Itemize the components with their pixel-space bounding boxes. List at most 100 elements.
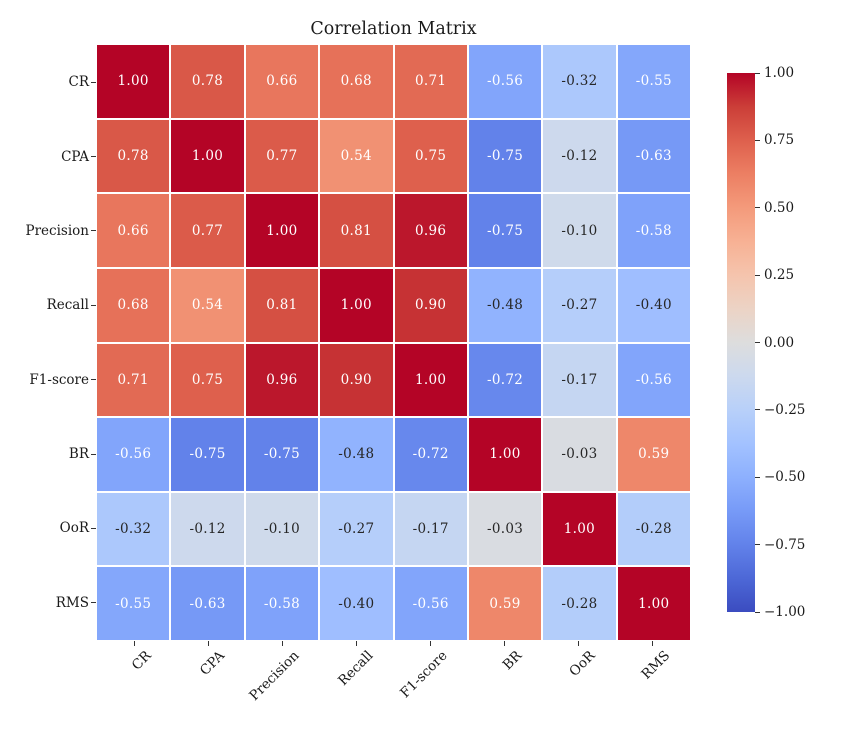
x-tick-mark bbox=[578, 641, 580, 646]
heatmap-cell: -0.03 bbox=[468, 492, 542, 566]
colorbar-tick-label: 0.25 bbox=[764, 267, 795, 284]
x-tick-mark bbox=[430, 641, 432, 646]
x-tick-label: CR bbox=[128, 647, 155, 674]
heatmap-cell: 1.00 bbox=[245, 194, 319, 267]
heatmap-cell: 1.00 bbox=[97, 45, 170, 118]
heatmap-cell: 0.66 bbox=[245, 45, 319, 118]
heatmap-cell: -0.32 bbox=[543, 45, 616, 118]
colorbar-tick-mark bbox=[755, 544, 760, 546]
heatmap-cell: -0.17 bbox=[394, 492, 467, 566]
heatmap-cell: -0.12 bbox=[171, 492, 244, 566]
y-tick-mark bbox=[91, 602, 96, 604]
heatmap-cell: 0.68 bbox=[97, 268, 170, 342]
heatmap-cell: 0.77 bbox=[171, 194, 244, 267]
heatmap-cell: -0.32 bbox=[97, 492, 170, 566]
x-tick-label: Recall bbox=[335, 647, 377, 690]
heatmap-cell: 0.81 bbox=[245, 268, 319, 342]
heatmap-cell: 0.81 bbox=[320, 194, 393, 267]
colorbar-tick-mark bbox=[755, 274, 760, 276]
heatmap-cell: -0.55 bbox=[97, 567, 170, 640]
colorbar-tick-mark bbox=[755, 72, 760, 74]
colorbar-tick-label: −1.00 bbox=[764, 604, 806, 620]
heatmap-cell: -0.56 bbox=[97, 418, 170, 491]
y-tick-mark bbox=[91, 379, 96, 381]
heatmap-cell: 1.00 bbox=[617, 567, 690, 640]
heatmap-cell: -0.12 bbox=[543, 119, 616, 193]
heatmap-cell: -0.75 bbox=[468, 119, 542, 193]
x-tick-mark bbox=[504, 641, 506, 646]
y-tick-label: Recall bbox=[46, 297, 89, 314]
y-tick-mark bbox=[91, 527, 96, 529]
heatmap-grid: 1.00 0.78 0.66 0.68 0.71 -0.56 -0.32 -0.55 0.78 1… bbox=[97, 45, 690, 640]
x-tick-mark bbox=[207, 641, 209, 646]
heatmap-cell: 0.90 bbox=[320, 343, 393, 417]
heatmap-cell: 0.78 bbox=[97, 119, 170, 193]
colorbar-tick-label: −0.50 bbox=[764, 469, 806, 486]
heatmap-cell: 0.59 bbox=[468, 567, 542, 640]
x-tick-label: CPA bbox=[197, 647, 229, 679]
y-tick-label: CR bbox=[68, 74, 90, 91]
heatmap-cell: 0.68 bbox=[320, 45, 393, 118]
x-tick-label: F1-score bbox=[397, 647, 451, 702]
heatmap-cell: -0.58 bbox=[245, 567, 319, 640]
heatmap-cell: -0.75 bbox=[245, 418, 319, 491]
heatmap-cell: -0.56 bbox=[394, 567, 467, 640]
heatmap-cell: -0.48 bbox=[468, 268, 542, 342]
chart-title: Correlation Matrix bbox=[310, 19, 477, 39]
heatmap-cell: -0.40 bbox=[617, 268, 690, 342]
heatmap-cell: -0.10 bbox=[543, 194, 616, 267]
heatmap-cell: -0.17 bbox=[543, 343, 616, 417]
x-tick-mark bbox=[652, 641, 654, 646]
y-tick-mark bbox=[91, 453, 96, 455]
heatmap-cell: 1.00 bbox=[171, 119, 244, 193]
heatmap-cell: 1.00 bbox=[394, 343, 467, 417]
heatmap-cell: -0.48 bbox=[320, 418, 393, 491]
heatmap-cell: -0.63 bbox=[617, 119, 690, 193]
y-tick-mark bbox=[91, 304, 96, 306]
colorbar-gradient bbox=[727, 73, 755, 612]
heatmap-cell: -0.28 bbox=[543, 567, 616, 640]
heatmap-cell: 0.59 bbox=[617, 418, 690, 491]
heatmap-cell: -0.56 bbox=[468, 45, 542, 118]
heatmap-cell: 0.77 bbox=[245, 119, 319, 193]
colorbar-tick-mark bbox=[755, 476, 760, 478]
colorbar-tick-label: 1.00 bbox=[764, 65, 795, 81]
colorbar-tick-mark bbox=[755, 207, 760, 209]
y-tick-label: OoR bbox=[59, 520, 89, 537]
heatmap-cell: -0.75 bbox=[468, 194, 542, 267]
heatmap-cell: 1.00 bbox=[320, 268, 393, 342]
y-tick-label: BR bbox=[68, 446, 89, 463]
heatmap-cell: 0.96 bbox=[245, 343, 319, 417]
heatmap-cell: 0.71 bbox=[97, 343, 170, 417]
heatmap-cell: -0.27 bbox=[543, 268, 616, 342]
colorbar-tick-label: 0.75 bbox=[764, 132, 795, 149]
heatmap-cell: 0.96 bbox=[394, 194, 467, 267]
heatmap-cell: 0.75 bbox=[171, 343, 244, 417]
x-tick-label: OoR bbox=[566, 647, 599, 680]
colorbar-tick-label: 0.00 bbox=[764, 334, 795, 351]
heatmap-cell: 1.00 bbox=[543, 492, 616, 566]
heatmap-cell: 0.90 bbox=[394, 268, 467, 342]
y-tick-mark bbox=[91, 81, 96, 83]
colorbar-tick-mark bbox=[755, 342, 760, 343]
x-tick-label: RMS bbox=[638, 647, 673, 683]
heatmap-cell: -0.10 bbox=[245, 492, 319, 566]
heatmap-cell: 0.54 bbox=[171, 268, 244, 342]
colorbar-tick-mark bbox=[755, 409, 760, 411]
x-tick-label: Precision bbox=[246, 647, 303, 704]
heatmap-cell: 0.71 bbox=[394, 45, 467, 118]
heatmap-cell: 0.66 bbox=[97, 194, 170, 267]
y-tick-label: F1-score bbox=[29, 371, 89, 388]
heatmap-cell: -0.03 bbox=[543, 418, 616, 491]
colorbar-tick-mark bbox=[755, 611, 760, 613]
x-tick-label: BR bbox=[499, 647, 525, 674]
heatmap-cell: -0.55 bbox=[617, 45, 690, 118]
colorbar-tick-mark bbox=[755, 139, 760, 141]
y-tick-mark bbox=[91, 230, 96, 232]
heatmap-cell: -0.63 bbox=[171, 567, 244, 640]
heatmap-cell: -0.56 bbox=[617, 343, 690, 417]
heatmap-cell: 0.75 bbox=[394, 119, 467, 193]
x-tick-mark bbox=[281, 641, 283, 646]
y-tick-label: Precision bbox=[25, 222, 89, 239]
